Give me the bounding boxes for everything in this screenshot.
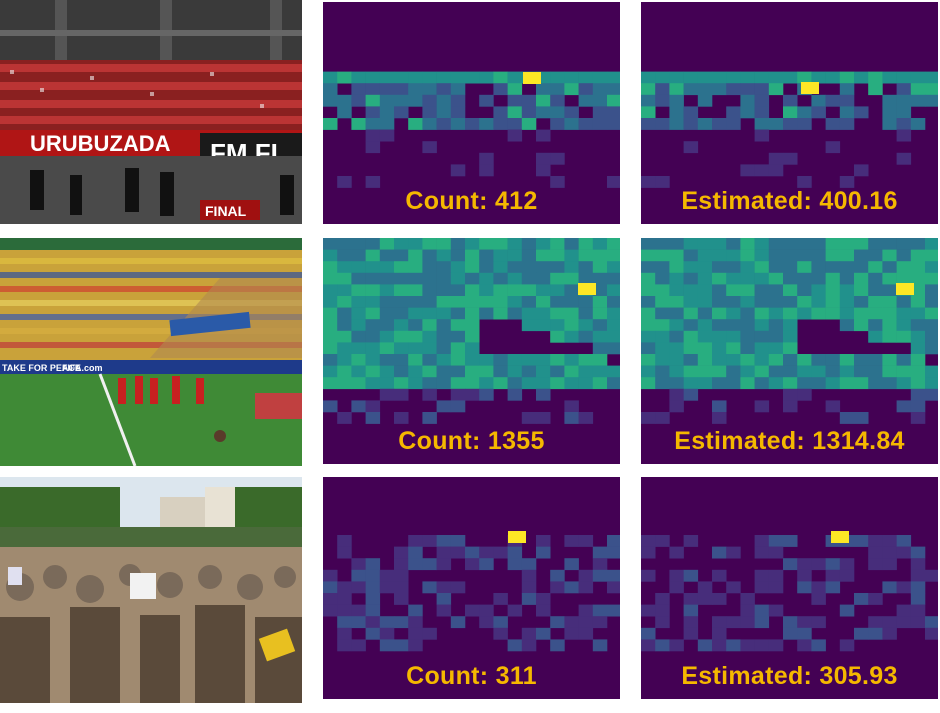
banner-text-2: FIFA.com	[62, 363, 103, 373]
result-row-1: URUBUZADA FM FL FINAL Count: 412 Estimat…	[0, 0, 940, 224]
estimated-count-label: Estimated: 1314.84	[674, 427, 905, 455]
ground-truth-density-map-1: Count: 412	[323, 2, 620, 224]
estimated-density-map-3: Estimated: 305.93	[641, 477, 938, 699]
ground-truth-density-map-3: Count: 311	[323, 477, 620, 699]
crowd-photo-2: TAKE FOR PEACE FIFA.com	[0, 238, 302, 466]
estimated-count-label: Estimated: 400.16	[681, 187, 898, 215]
estimated-density-map-1: Estimated: 400.16	[641, 2, 938, 224]
sign-text: FINAL	[205, 203, 247, 219]
ground-truth-count-label: Count: 311	[406, 662, 537, 690]
estimated-count-label: Estimated: 305.93	[681, 662, 898, 690]
ground-truth-density-map-2: Count: 1355	[323, 238, 620, 464]
crowd-photo-1: URUBUZADA FM FL FINAL	[0, 0, 302, 224]
crowd-photo-3	[0, 477, 302, 703]
estimated-density-map-2: Estimated: 1314.84	[641, 238, 938, 464]
result-row-3: Count: 311 Estimated: 305.93	[0, 477, 940, 713]
result-row-2: TAKE FOR PEACE FIFA.com Count: 1355 Esti…	[0, 238, 940, 466]
ground-truth-count-label: Count: 1355	[398, 427, 545, 455]
ground-truth-count-label: Count: 412	[405, 187, 538, 215]
banner-text: URUBUZADA	[30, 131, 171, 156]
banner-text: TAKE FOR PEACE	[2, 363, 81, 373]
